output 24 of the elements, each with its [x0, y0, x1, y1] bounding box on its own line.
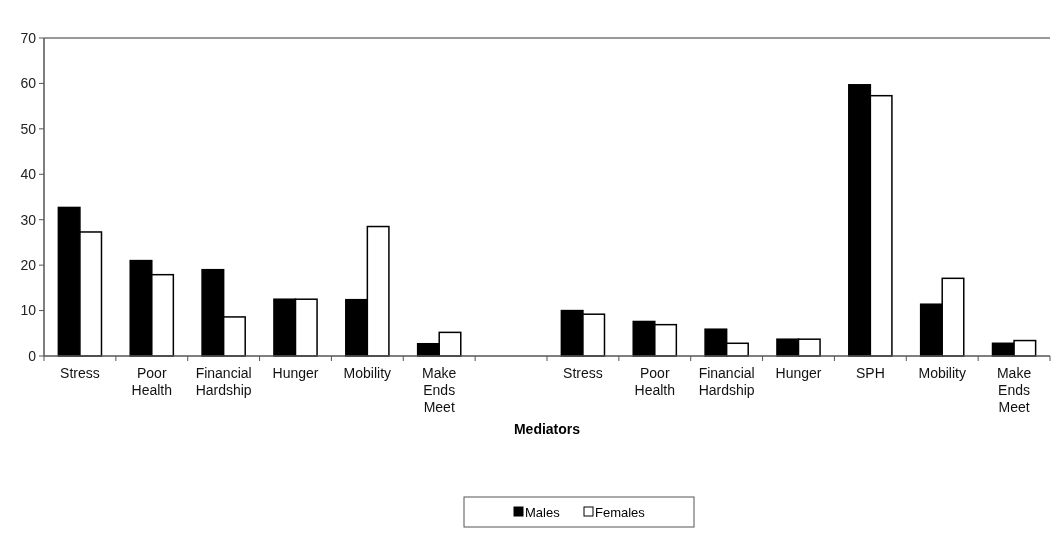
x-tick-label: Poor Health	[634, 365, 676, 398]
x-tick-label: Stress	[563, 365, 603, 381]
legend-label: Males	[525, 504, 561, 520]
x-tick-label: Make Ends Meet	[422, 365, 457, 415]
x-tick-label: Financial Hardship	[698, 365, 755, 398]
x-tick-label: Make Ends Meet	[996, 365, 1032, 415]
x-tick-label: Hunger	[775, 365, 822, 381]
y-tick-label: 20	[20, 257, 37, 274]
x-tick-label: Mobility	[918, 365, 966, 381]
y-tick-label: 70	[20, 29, 37, 46]
y-tick-label: 0	[28, 347, 37, 364]
legend-label: Females	[595, 504, 646, 520]
y-tick-label: 30	[20, 211, 37, 228]
y-tick-label: 40	[20, 166, 37, 183]
x-tick-label: Stress	[60, 365, 100, 381]
y-tick-label: 50	[20, 120, 37, 137]
x-tick-label: Mobility	[343, 365, 392, 381]
y-tick-label: 10	[20, 302, 37, 319]
x-tick-label: Hunger	[272, 365, 319, 381]
y-tick-label: 60	[20, 75, 37, 92]
x-tick-label: Financial Hardship	[195, 365, 252, 398]
x-tick-label: SPH	[855, 365, 885, 381]
x-axis-title: Mediators	[513, 421, 581, 437]
x-tick-label: Poor Health	[131, 365, 173, 398]
